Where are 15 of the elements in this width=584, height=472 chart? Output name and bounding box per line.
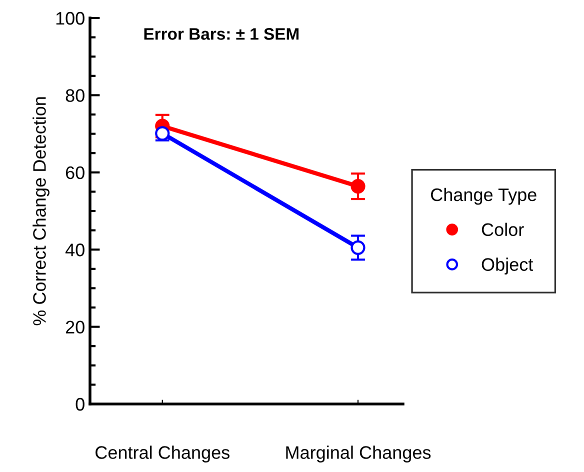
point (350, 179, 366, 194)
y-axis-title: % Correct Change Detection (32, 97, 50, 326)
annotation: Error Bars: ± 1 SEM (144, 28, 299, 40)
legend-label: Color (482, 222, 524, 236)
legend-label: Object (482, 258, 534, 275)
y-tick-label: 40 (65, 244, 84, 256)
x-tick-label: Marginal Changes (286, 446, 431, 462)
y-tick-label: 0 (76, 398, 84, 411)
y-tick-label: 100 (56, 12, 84, 25)
y-tick-label: 80 (66, 89, 84, 102)
legend-title: Change Type (431, 188, 536, 205)
x-tick-label: Central Changes (96, 446, 230, 462)
y-tick-label: 20 (66, 320, 84, 334)
y-tick-label: 60 (66, 166, 84, 180)
point (350, 240, 366, 255)
